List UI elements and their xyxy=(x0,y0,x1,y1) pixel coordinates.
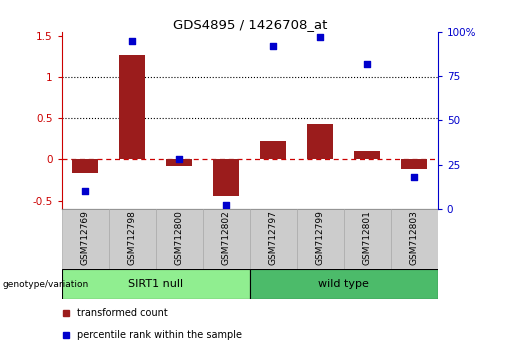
Point xyxy=(269,43,278,49)
Bar xyxy=(354,151,380,159)
Text: GSM712801: GSM712801 xyxy=(363,210,372,265)
Bar xyxy=(156,209,203,269)
Bar xyxy=(213,159,239,196)
Text: GSM712797: GSM712797 xyxy=(269,210,278,265)
Bar xyxy=(344,209,391,269)
Point xyxy=(81,188,90,194)
Text: transformed count: transformed count xyxy=(77,308,167,318)
Bar xyxy=(166,159,192,166)
Text: GSM712798: GSM712798 xyxy=(128,210,137,265)
Point xyxy=(175,156,183,162)
Point xyxy=(128,38,136,44)
Bar xyxy=(307,124,333,159)
Text: SIRT1 null: SIRT1 null xyxy=(128,279,183,289)
Bar xyxy=(250,209,297,269)
Point xyxy=(410,174,418,180)
Text: genotype/variation: genotype/variation xyxy=(3,280,89,289)
Point xyxy=(316,34,324,40)
Point xyxy=(222,202,230,208)
Text: GSM712800: GSM712800 xyxy=(175,210,184,265)
Bar xyxy=(261,141,286,159)
Bar xyxy=(297,209,344,269)
Bar xyxy=(62,269,250,299)
Text: GSM712802: GSM712802 xyxy=(222,210,231,265)
Text: wild type: wild type xyxy=(318,279,369,289)
Bar xyxy=(391,209,438,269)
Text: GSM712769: GSM712769 xyxy=(81,210,90,265)
Bar xyxy=(203,209,250,269)
Bar xyxy=(73,159,98,173)
Bar xyxy=(401,159,427,169)
Bar xyxy=(109,209,156,269)
Text: GSM712799: GSM712799 xyxy=(316,210,325,265)
Bar xyxy=(250,269,438,299)
Text: GSM712803: GSM712803 xyxy=(410,210,419,265)
Bar xyxy=(119,55,145,159)
Point xyxy=(363,61,371,67)
Bar xyxy=(62,209,109,269)
Title: GDS4895 / 1426708_at: GDS4895 / 1426708_at xyxy=(173,18,327,31)
Text: percentile rank within the sample: percentile rank within the sample xyxy=(77,330,242,339)
